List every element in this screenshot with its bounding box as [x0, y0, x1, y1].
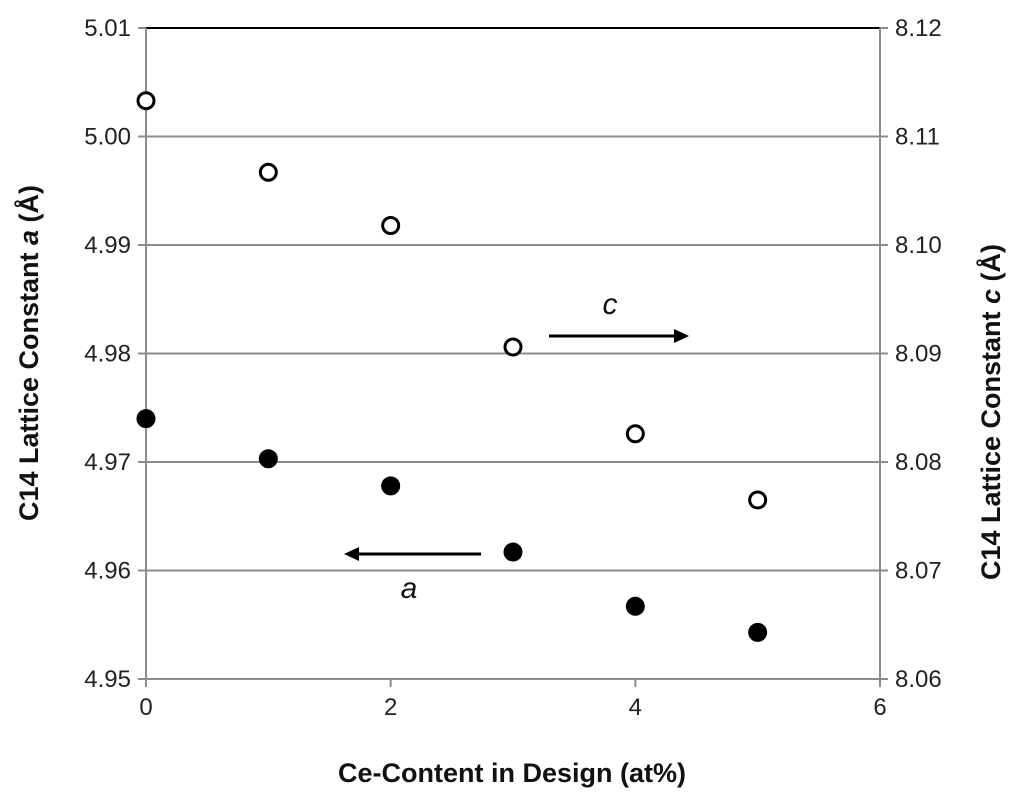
x-tick-label: 2 — [384, 694, 397, 721]
right-axis-title-var: c — [976, 289, 1006, 304]
y-right-tick-label: 8.10 — [895, 232, 942, 259]
y-right-tick-label: 8.09 — [895, 341, 942, 368]
y-right-tick-label: 8.11 — [895, 124, 940, 151]
right-axis-title: C14 Lattice Constant c (Å) — [975, 244, 1006, 580]
point-a — [625, 596, 645, 616]
point-c — [625, 424, 645, 444]
x-axis-title: Ce-Content in Design (at%) — [338, 758, 686, 788]
y-left-tick-label: 4.95 — [84, 666, 131, 693]
point-a — [503, 542, 523, 562]
y-left-tick-label: 4.99 — [84, 232, 131, 259]
annotation-a-arrow — [344, 547, 481, 561]
data-points — [136, 91, 768, 642]
left-axis-title-var: a — [14, 230, 44, 245]
y-right-tick-label: 8.08 — [895, 449, 942, 476]
annotation-c-label: c — [603, 288, 618, 321]
y-left-tick-label: 5.00 — [84, 124, 131, 151]
point-c — [748, 490, 768, 510]
point-a — [748, 622, 768, 642]
left-axis-title: C14 Lattice Constant a (Å) — [13, 185, 44, 521]
y-right-tick-label: 8.07 — [895, 558, 942, 585]
right-axis-title-prefix: C14 Lattice Constant — [976, 304, 1006, 580]
y-right-tick-label: 8.12 — [895, 15, 942, 42]
left-axis-title-unit: (Å) — [13, 185, 44, 230]
point-a — [258, 449, 278, 469]
annotation-c-arrow — [549, 329, 689, 343]
right-axis-ticks: 8.06 8.07 8.08 8.09 8.10 8.11 8.12 — [880, 15, 942, 693]
point-c — [258, 162, 278, 182]
left-axis-ticks: 4.95 4.96 4.97 4.98 4.99 5.00 5.01 — [84, 15, 146, 693]
y-right-tick-label: 8.06 — [895, 666, 942, 693]
x-axis-ticks: 0 2 4 6 — [139, 679, 887, 721]
x-tick-label: 0 — [139, 694, 152, 721]
left-axis-title-prefix: C14 Lattice Constant — [14, 245, 44, 521]
point-c — [136, 91, 156, 111]
point-c — [381, 215, 401, 235]
point-c — [503, 337, 523, 357]
right-axis-title-unit: (Å) — [975, 244, 1006, 289]
y-left-tick-label: 4.96 — [84, 558, 131, 585]
y-left-tick-label: 4.98 — [84, 341, 131, 368]
y-left-tick-label: 4.97 — [84, 449, 131, 476]
x-tick-label: 6 — [873, 694, 886, 721]
y-left-tick-label: 5.01 — [84, 15, 131, 42]
point-a — [381, 476, 401, 496]
x-tick-label: 4 — [629, 694, 642, 721]
annotation-a-label: a — [401, 572, 418, 605]
point-a — [136, 409, 156, 429]
